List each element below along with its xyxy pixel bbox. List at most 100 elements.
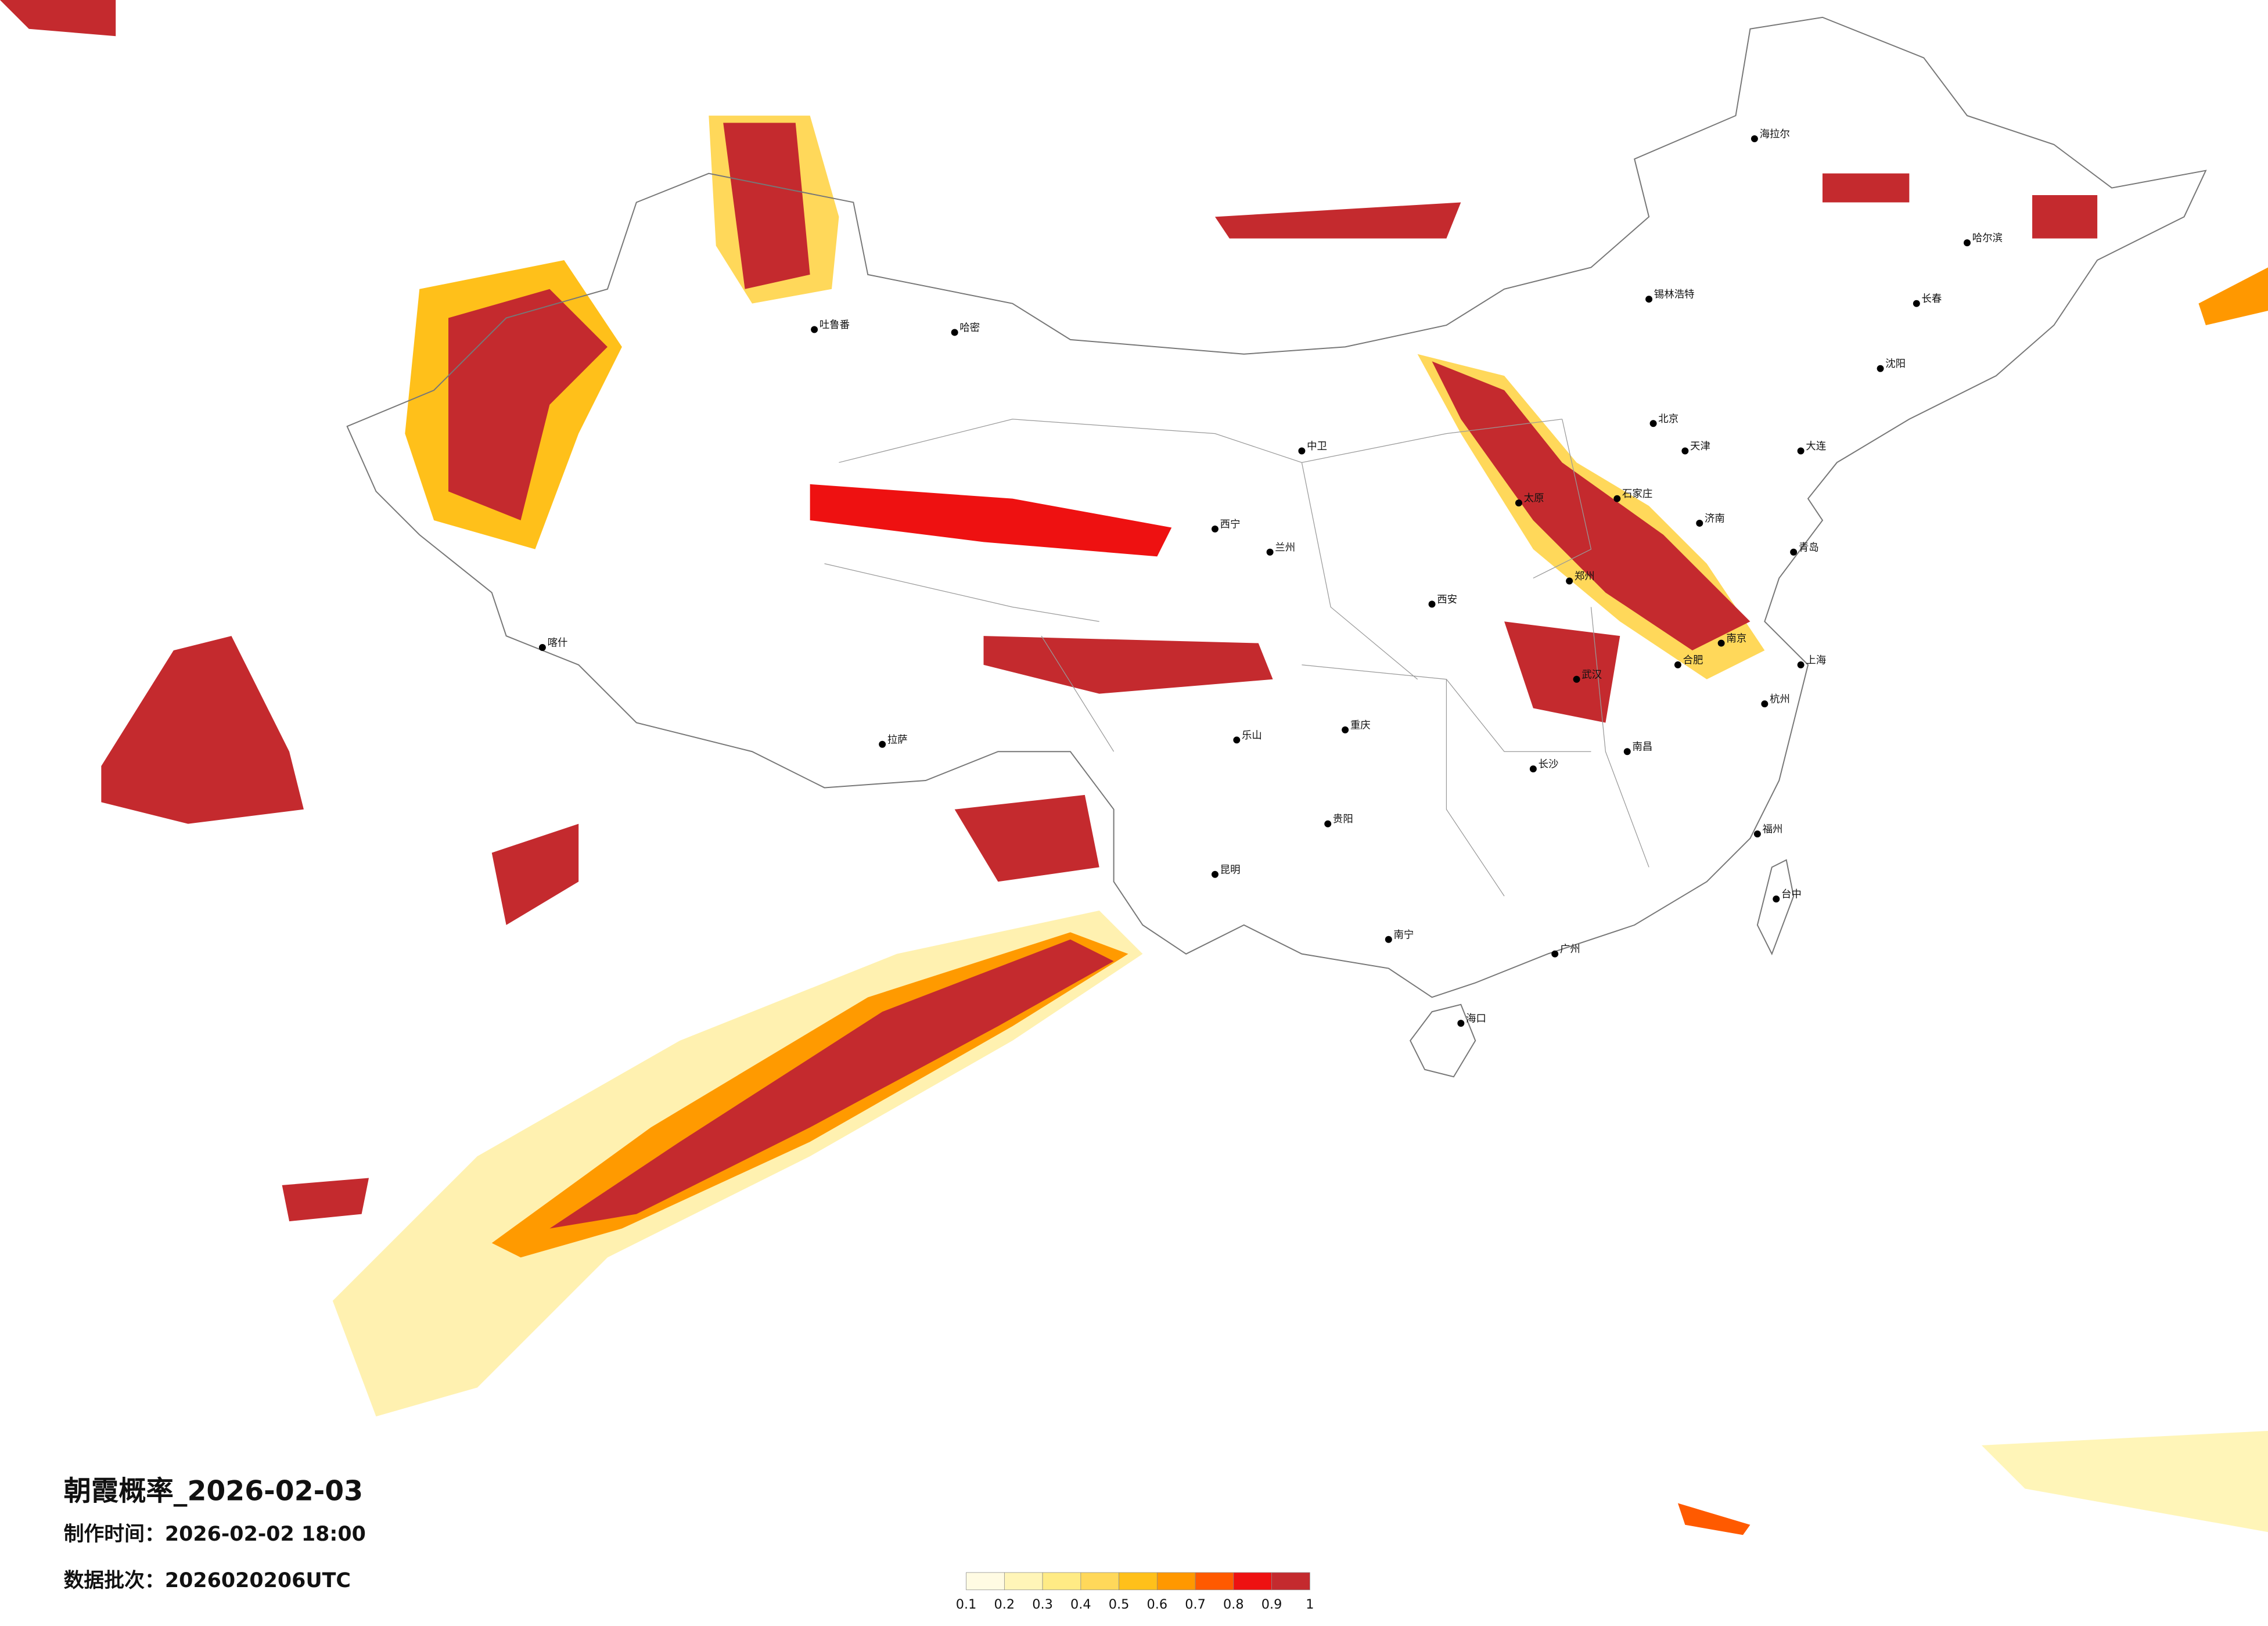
- prob-area: [101, 636, 304, 824]
- city-label: 南宁: [1394, 929, 1414, 941]
- city-label: 西宁: [1220, 519, 1241, 530]
- city-dot: [951, 329, 958, 336]
- boundaries: [346, 16, 2207, 1078]
- city-dot: [1551, 950, 1559, 958]
- colorbar-cell: [1195, 1572, 1234, 1591]
- city-label: 北京: [1658, 413, 1678, 425]
- city-dot: [1696, 520, 1703, 527]
- city-label: 上海: [1806, 654, 1826, 666]
- city-dot: [1298, 447, 1306, 455]
- city-dot: [1645, 296, 1653, 303]
- prob-area: [2032, 195, 2098, 239]
- city-dot: [1566, 577, 1573, 585]
- prob-area: [954, 794, 1099, 882]
- city-label: 武汉: [1582, 669, 1602, 681]
- colorbar-cell: [1156, 1572, 1196, 1591]
- city-label: 喀什: [548, 638, 568, 649]
- city-dot: [1649, 420, 1657, 427]
- production-time: 制作时间：2026-02-02 18:00: [64, 1523, 366, 1546]
- colorbar-cell: [1004, 1572, 1043, 1591]
- prob-area: [282, 1178, 369, 1222]
- colorbar-cell: [1080, 1572, 1119, 1591]
- city-dot: [1324, 820, 1332, 828]
- city-label: 石家庄: [1622, 488, 1652, 500]
- prob-area: [983, 636, 1273, 694]
- city-label: 吐鲁番: [820, 319, 850, 331]
- city-dot: [1674, 661, 1681, 668]
- colorbar-tick-label: 0.7: [1185, 1597, 1206, 1612]
- city-label: 海口: [1466, 1013, 1486, 1025]
- province-border: [824, 419, 1649, 897]
- city-label: 中卫: [1307, 441, 1327, 452]
- city-dot: [1623, 748, 1631, 756]
- city-dot: [1233, 736, 1241, 744]
- prob-area: [1214, 202, 1461, 239]
- prob-area: [810, 484, 1172, 557]
- city-label: 拉萨: [887, 734, 908, 746]
- city-label: 南昌: [1632, 742, 1652, 753]
- city-dot: [1790, 548, 1798, 556]
- city-dot: [1877, 365, 1884, 372]
- map-title: 朝霞概率_2026-02-03: [64, 1475, 364, 1507]
- city-dot: [1797, 661, 1805, 668]
- city-dot: [1964, 239, 1971, 247]
- city-dot: [1797, 447, 1805, 455]
- prob-area: [448, 289, 608, 520]
- city-dot: [1428, 600, 1436, 608]
- prob-area: [1504, 621, 1620, 723]
- city-dot: [1342, 726, 1349, 733]
- city-label: 郑州: [1575, 571, 1595, 582]
- city-label: 南京: [1726, 633, 1746, 645]
- city-label: 广州: [1560, 944, 1580, 955]
- city-label: 长春: [1922, 293, 1942, 305]
- city-dot: [1385, 936, 1392, 943]
- prob-area: [0, 0, 116, 37]
- city-dot: [1751, 135, 1758, 142]
- city-dot: [1753, 830, 1761, 838]
- city-label: 长沙: [1539, 759, 1559, 771]
- colorbar-tick-label: 0.4: [1070, 1597, 1091, 1612]
- prob-area: [1981, 1431, 2268, 1533]
- island-border: [1410, 1003, 1476, 1078]
- city-label: 锡林浩特: [1654, 289, 1695, 301]
- city-dot: [1457, 1020, 1465, 1027]
- city-label: 福州: [1763, 824, 1783, 836]
- colorbar-tick-label: 0.3: [1032, 1597, 1053, 1612]
- city-dot: [1681, 447, 1689, 455]
- city-dot: [1529, 765, 1537, 773]
- prob-area: [1822, 173, 1910, 203]
- prob-area: [1677, 1503, 1751, 1535]
- colorbar-cell: [966, 1572, 1005, 1591]
- colorbar-tick-label: 0.8: [1223, 1597, 1244, 1612]
- colorbar-cell: [1233, 1572, 1272, 1591]
- city-label: 青岛: [1799, 542, 1819, 553]
- city-dot: [1266, 548, 1274, 556]
- colorbar: 0.1 0.2 0.3 0.4 0.5 0.6 0.7 0.8 0.9 1: [956, 1572, 1314, 1612]
- colorbar-tick-label: 0.6: [1147, 1597, 1168, 1612]
- city-label: 天津: [1690, 441, 1710, 452]
- colorbar-tick-label: 0.9: [1261, 1597, 1282, 1612]
- city-dot: [879, 740, 886, 748]
- city-label: 昆明: [1220, 864, 1241, 876]
- colorbar-tick-label: 1: [1306, 1597, 1314, 1612]
- city-dot: [1913, 300, 1920, 307]
- prob-area: [491, 823, 579, 925]
- city-label: 哈尔滨: [1972, 233, 2003, 244]
- prob-area: [2198, 267, 2268, 325]
- colorbar-cell: [1271, 1572, 1310, 1591]
- city-dot: [1211, 870, 1219, 878]
- city-label: 兰州: [1275, 542, 1295, 553]
- city-label: 杭州: [1770, 694, 1790, 706]
- colorbar-tick-label: 0.1: [956, 1597, 977, 1612]
- city-label: 哈密: [959, 322, 980, 334]
- city-dot: [1613, 495, 1621, 502]
- city-dot: [538, 644, 546, 651]
- colorbar-tick-label: 0.2: [994, 1597, 1015, 1612]
- city-dot: [811, 326, 818, 333]
- city-label: 大连: [1806, 441, 1826, 452]
- city-label: 太原: [1524, 493, 1544, 505]
- city-label: 台中: [1781, 889, 1802, 901]
